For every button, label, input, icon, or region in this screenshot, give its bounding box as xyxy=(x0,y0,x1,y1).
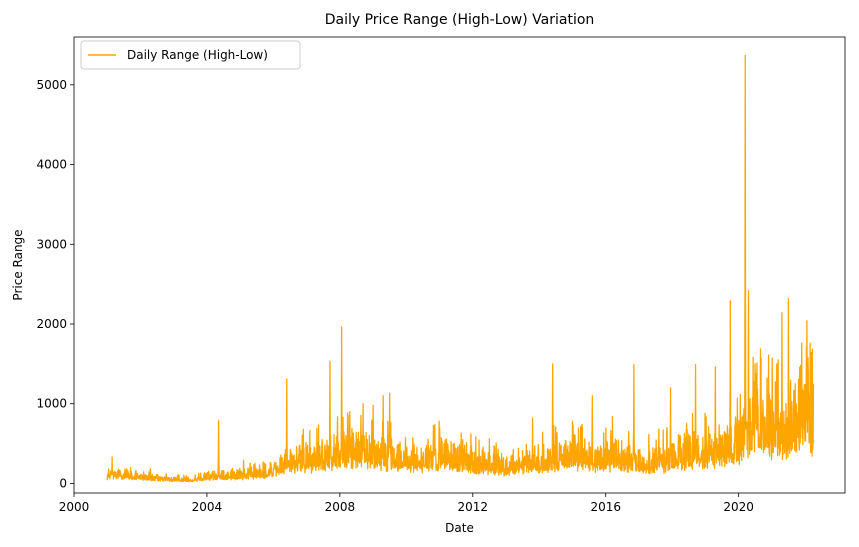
x-axis: 2000 2004 2008 2012 2016 2020 xyxy=(59,493,754,514)
y-axis: 0 1000 2000 3000 4000 5000 xyxy=(36,78,74,490)
y-tick-label: 1000 xyxy=(36,397,67,411)
x-tick-label: 2004 xyxy=(192,500,223,514)
y-axis-label: Price Range xyxy=(11,229,25,300)
x-tick-label: 2020 xyxy=(723,500,754,514)
plot-frame xyxy=(73,36,846,494)
x-tick-label: 2012 xyxy=(458,500,489,514)
x-tick-label: 2016 xyxy=(590,500,621,514)
x-tick-label: 2000 xyxy=(59,500,90,514)
legend: Daily Range (High-Low) xyxy=(80,40,301,70)
y-tick-label: 0 xyxy=(59,476,67,490)
y-tick-label: 3000 xyxy=(36,237,67,251)
legend-box xyxy=(80,40,301,70)
chart-title: Daily Price Range (High-Low) Variation xyxy=(325,12,595,28)
series-line-daily-range xyxy=(106,54,815,483)
x-tick-label: 2008 xyxy=(325,500,356,514)
y-tick-label: 2000 xyxy=(36,317,67,331)
x-axis-label: Date xyxy=(445,521,474,535)
plot-area xyxy=(106,54,815,483)
y-tick-label: 4000 xyxy=(36,158,67,172)
y-tick-label: 5000 xyxy=(36,78,67,92)
legend-entry-label: Daily Range (High-Low) xyxy=(127,48,268,62)
